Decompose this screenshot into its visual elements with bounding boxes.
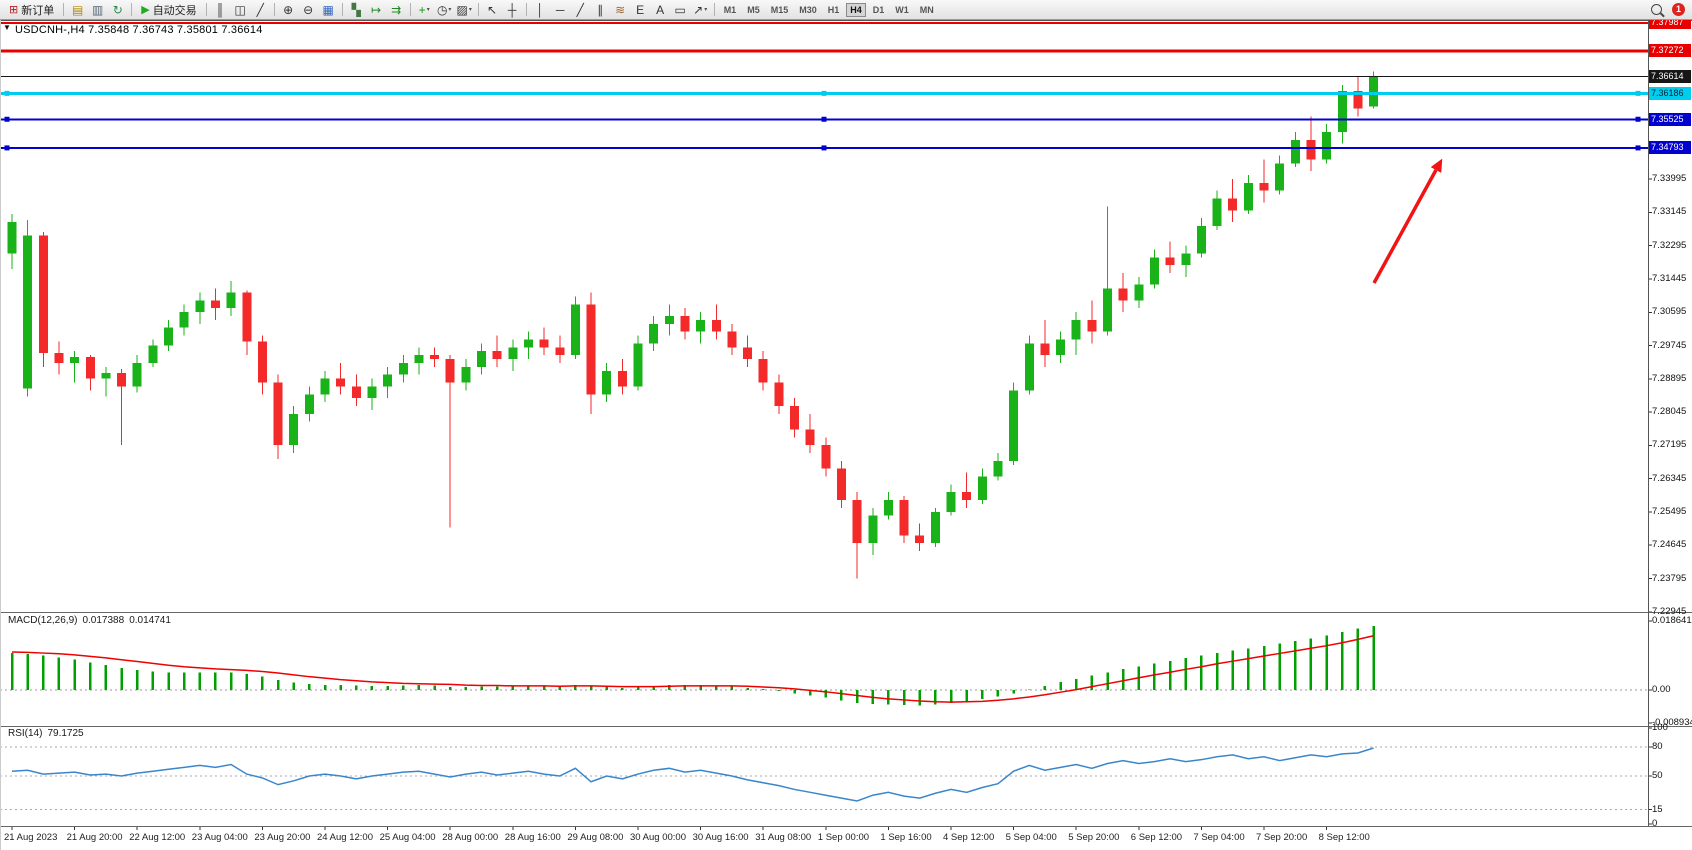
arrows-icon-glyph: ↗ (693, 2, 704, 17)
periods-clock-icon[interactable]: ◷ ▾ (435, 2, 454, 18)
cursor-icon-glyph: ↖ (487, 2, 498, 17)
market-watch-icon[interactable]: ▤ (68, 2, 87, 18)
zoom-out-icon[interactable]: ⊖ (299, 2, 318, 18)
toolbar-separator (131, 3, 133, 16)
auto-scroll-icon-glyph: ↦ (371, 2, 382, 17)
autotrading-button-label: 自动交易 (152, 4, 197, 17)
horizontal-line-icon[interactable]: ─ (551, 2, 570, 18)
trendline-icon[interactable]: ╱ (571, 2, 590, 18)
notification-badge[interactable]: 1 (1672, 3, 1685, 16)
chart-canvas[interactable] (0, 20, 1692, 850)
market-watch-icon-glyph: ▤ (72, 2, 84, 17)
chevron-down-icon: ▾ (426, 6, 430, 13)
indicators-add-icon-glyph: + (418, 2, 426, 17)
tile-windows-icon[interactable]: ▦ (319, 2, 338, 18)
crosshair-icon-glyph: ┼ (507, 2, 517, 17)
toolbar-separator (409, 3, 411, 16)
arrange-windows-icon[interactable]: ▚ (347, 2, 366, 18)
timeframe-m30[interactable]: M30 (799, 4, 817, 15)
data-window-icon-glyph: ▥ (92, 2, 104, 17)
horizontal-line-icon-glyph: ─ (555, 2, 565, 17)
shapes-icon-glyph: E (636, 2, 645, 17)
chart-shift-icon-glyph: ⇉ (391, 2, 402, 17)
timeframe-mn[interactable]: MN (919, 4, 934, 15)
new-order-button-label: 新订单 (21, 4, 55, 17)
toolbar-separator (525, 3, 527, 16)
tile-windows-icon-glyph: ▦ (322, 2, 334, 17)
auto-scroll-icon[interactable]: ↦ (367, 2, 386, 18)
crosshair-icon[interactable]: ┼ (503, 2, 522, 18)
arrange-windows-icon-glyph: ▚ (351, 2, 361, 17)
vertical-line-icon-glyph: │ (536, 2, 544, 17)
text-label-icon[interactable]: ▭ (671, 2, 690, 18)
toolbar-separator (205, 3, 207, 16)
chart-shift-icon[interactable]: ⇉ (387, 2, 406, 18)
chart-area[interactable]: ▼ USDCNH-,H4 7.35848 7.36743 7.35801 7.3… (0, 20, 1692, 850)
arrows-icon[interactable]: ↗ ▾ (691, 2, 710, 18)
cursor-icon[interactable]: ↖ (483, 2, 502, 18)
toolbar-separator (341, 3, 343, 16)
fibonacci-icon[interactable]: ≋ (611, 2, 630, 18)
chevron-down-icon: ▾ (448, 6, 452, 13)
search-icon[interactable] (1647, 2, 1666, 18)
toolbar-separator (63, 3, 65, 16)
equidistant-channel-icon[interactable]: ∥ (591, 2, 610, 18)
zoom-in-icon[interactable]: ⊕ (279, 2, 298, 18)
refresh-icon-glyph: ↻ (112, 2, 123, 17)
trendline-icon-glyph: ╱ (576, 2, 584, 17)
search-icon (1651, 4, 1662, 15)
templates-icon-glyph: ▨ (456, 2, 468, 17)
timeframe-w1[interactable]: W1 (895, 4, 909, 15)
zoom-out-icon-glyph: ⊖ (303, 2, 314, 17)
candlestick-chart-icon[interactable]: ◫ (231, 2, 250, 18)
line-chart-icon-glyph: ╱ (256, 2, 264, 17)
chevron-down-icon: ▾ (704, 6, 708, 13)
toolbar-separator (713, 3, 715, 16)
zoom-in-icon-glyph: ⊕ (283, 2, 294, 17)
timeframe-h4[interactable]: H4 (846, 2, 866, 17)
timeframe-m5[interactable]: M5 (747, 4, 760, 15)
autotrading-button[interactable]: ▶ 自动交易 (136, 2, 201, 18)
autotrading-glyph: ▶ (141, 4, 150, 16)
shapes-icon[interactable]: E (631, 2, 650, 18)
periods-clock-icon-glyph: ◷ (436, 2, 448, 17)
text-label-icon-glyph: ▭ (674, 2, 686, 17)
bar-chart-icon[interactable]: ║ (211, 2, 230, 18)
text-icon-glyph: A (656, 2, 665, 17)
bar-chart-icon-glyph: ║ (215, 2, 225, 17)
data-window-icon[interactable]: ▥ (88, 2, 107, 18)
toolbar-separator (477, 3, 479, 16)
indicators-add-icon[interactable]: + ▾ (415, 2, 434, 18)
text-icon[interactable]: A (651, 2, 670, 18)
new-order-glyph: ⊞ (9, 4, 19, 16)
timeframe-m1[interactable]: M1 (723, 4, 737, 15)
new-order-button[interactable]: ⊞ 新订单 (4, 2, 59, 18)
vertical-line-icon[interactable]: │ (531, 2, 550, 18)
line-chart-icon[interactable]: ╱ (251, 2, 270, 18)
toolbar-separator (273, 3, 275, 16)
refresh-icon[interactable]: ↻ (108, 2, 127, 18)
timeframe-h1[interactable]: H1 (827, 4, 840, 15)
chevron-down-icon: ▾ (468, 6, 472, 13)
candlestick-chart-icon-glyph: ◫ (234, 2, 246, 17)
fibonacci-icon-glyph: ≋ (615, 2, 626, 17)
timeframe-d1[interactable]: D1 (872, 4, 885, 15)
timeframe-m15[interactable]: M15 (770, 4, 789, 15)
toolbar: ⊞ 新订单 ▤ ▥ ↻ ▶ 自动交易 ║ ◫ ╱ ⊕ ⊖ ▦ ▚ ↦ ⇉ + ▾ ◷ ▾ ▨ ▾ ↖ ┼ │ ─ ╱ ∥ ≋ E A ▭ ↗ ▾ M… (0, 0, 1692, 20)
equidistant-channel-icon-glyph: ∥ (597, 2, 604, 17)
templates-icon[interactable]: ▨ ▾ (455, 2, 474, 18)
